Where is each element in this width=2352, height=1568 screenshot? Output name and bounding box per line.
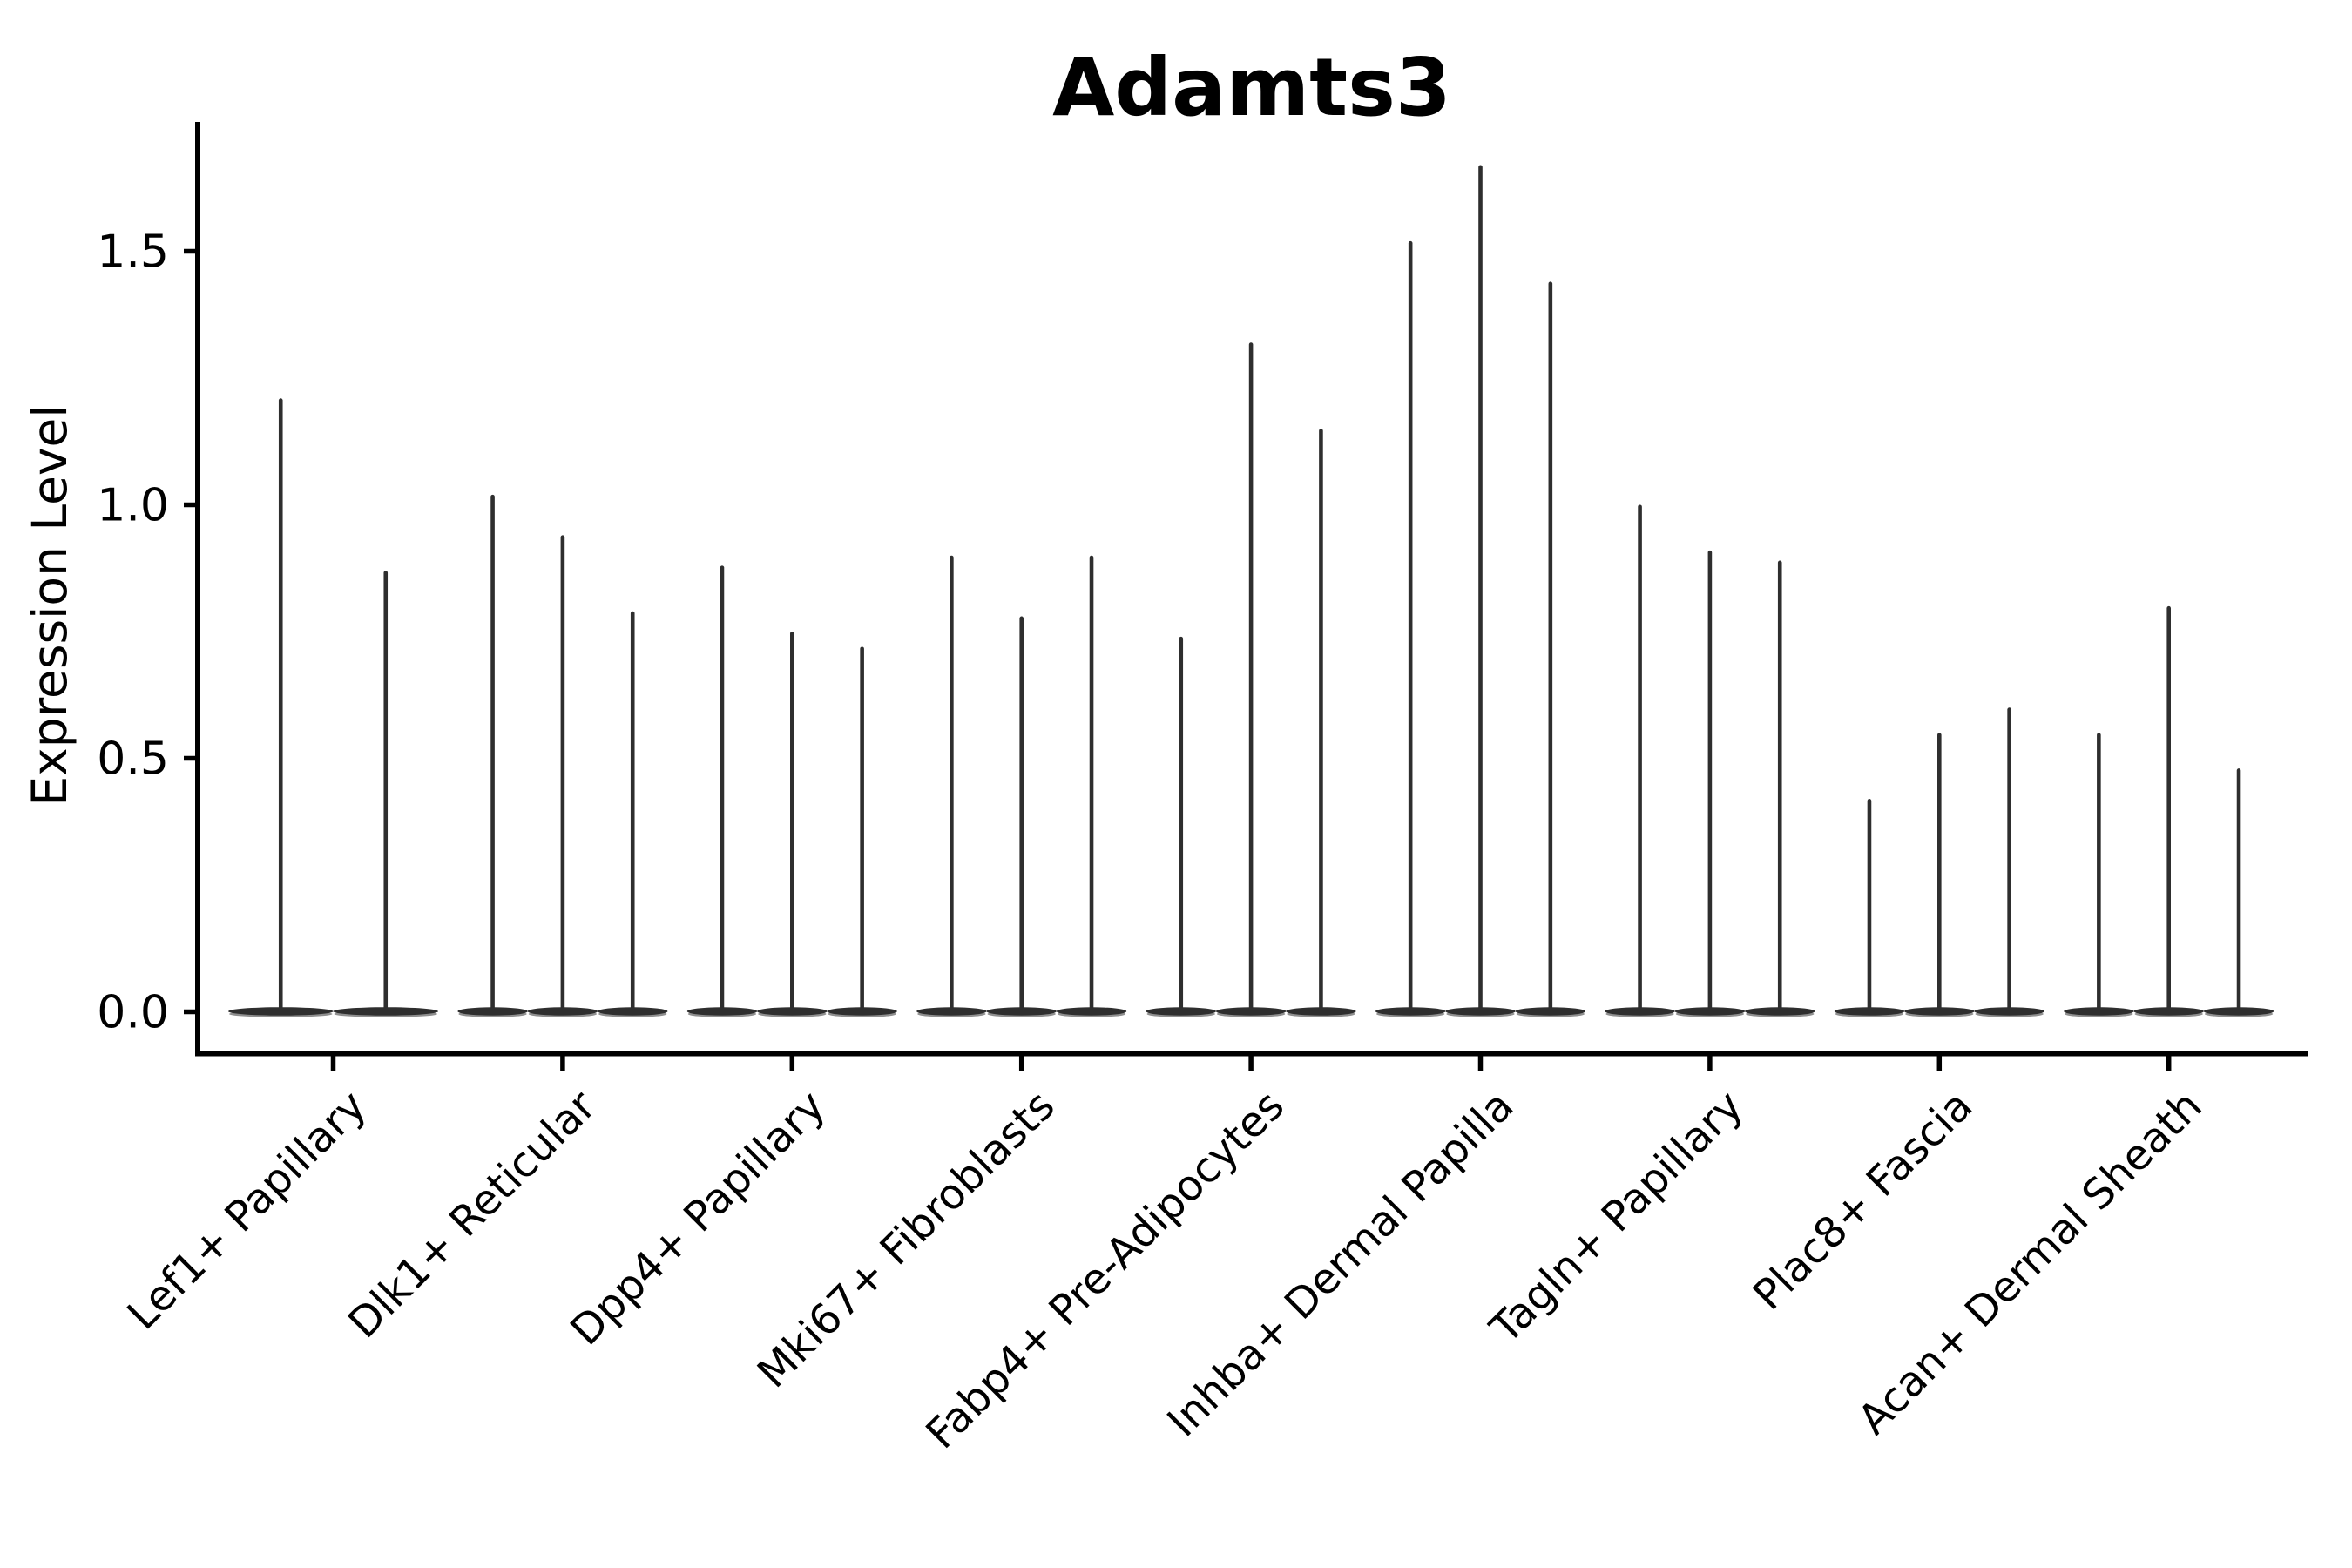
violin [598,611,668,1017]
violin [333,571,438,1017]
violin [1056,555,1127,1017]
violin [1674,550,1746,1017]
violin [1745,560,1815,1017]
y-axis-label: Expression Level [22,404,78,806]
x-tick-label: Dlk1+ Reticular [339,1081,605,1348]
x-axis-ticks [330,1056,2172,1071]
y-tick-label: 1.5 [97,226,169,279]
violin [1445,165,1516,1017]
violin [527,535,598,1017]
violin [1605,504,1675,1017]
violin [1375,240,1446,1017]
y-tick-label: 1.0 [97,480,169,532]
violin [757,631,828,1017]
y-tick-label: 0.0 [97,987,169,1039]
violins [228,165,2274,1017]
x-tick-label: Dpp4+ Papillary [561,1081,835,1355]
violin [686,565,758,1017]
violin [2133,605,2204,1017]
violin [1286,429,1356,1017]
violin [228,398,334,1017]
violin [1974,707,2044,1017]
x-tick-label: Tagln+ Papillary [1481,1081,1753,1353]
violin [2203,768,2274,1017]
violin [457,494,528,1017]
violin [827,646,897,1017]
y-axis-ticks: 0.0 0.5 1.0 1.5 [97,226,195,1039]
violin [916,555,987,1017]
violin [1904,733,1975,1017]
violin [2064,733,2134,1017]
violin [986,616,1057,1017]
violin [1834,799,1905,1017]
violin [1215,342,1287,1017]
violin [1146,636,1216,1017]
chart-title: Adamts3 [1052,41,1451,134]
x-tick-label: Lef1+ Papillary [118,1081,375,1339]
violin [1515,281,1586,1017]
x-tick-label: Plac8+ Fascia [1744,1081,1983,1320]
y-tick-label: 0.5 [97,733,169,786]
